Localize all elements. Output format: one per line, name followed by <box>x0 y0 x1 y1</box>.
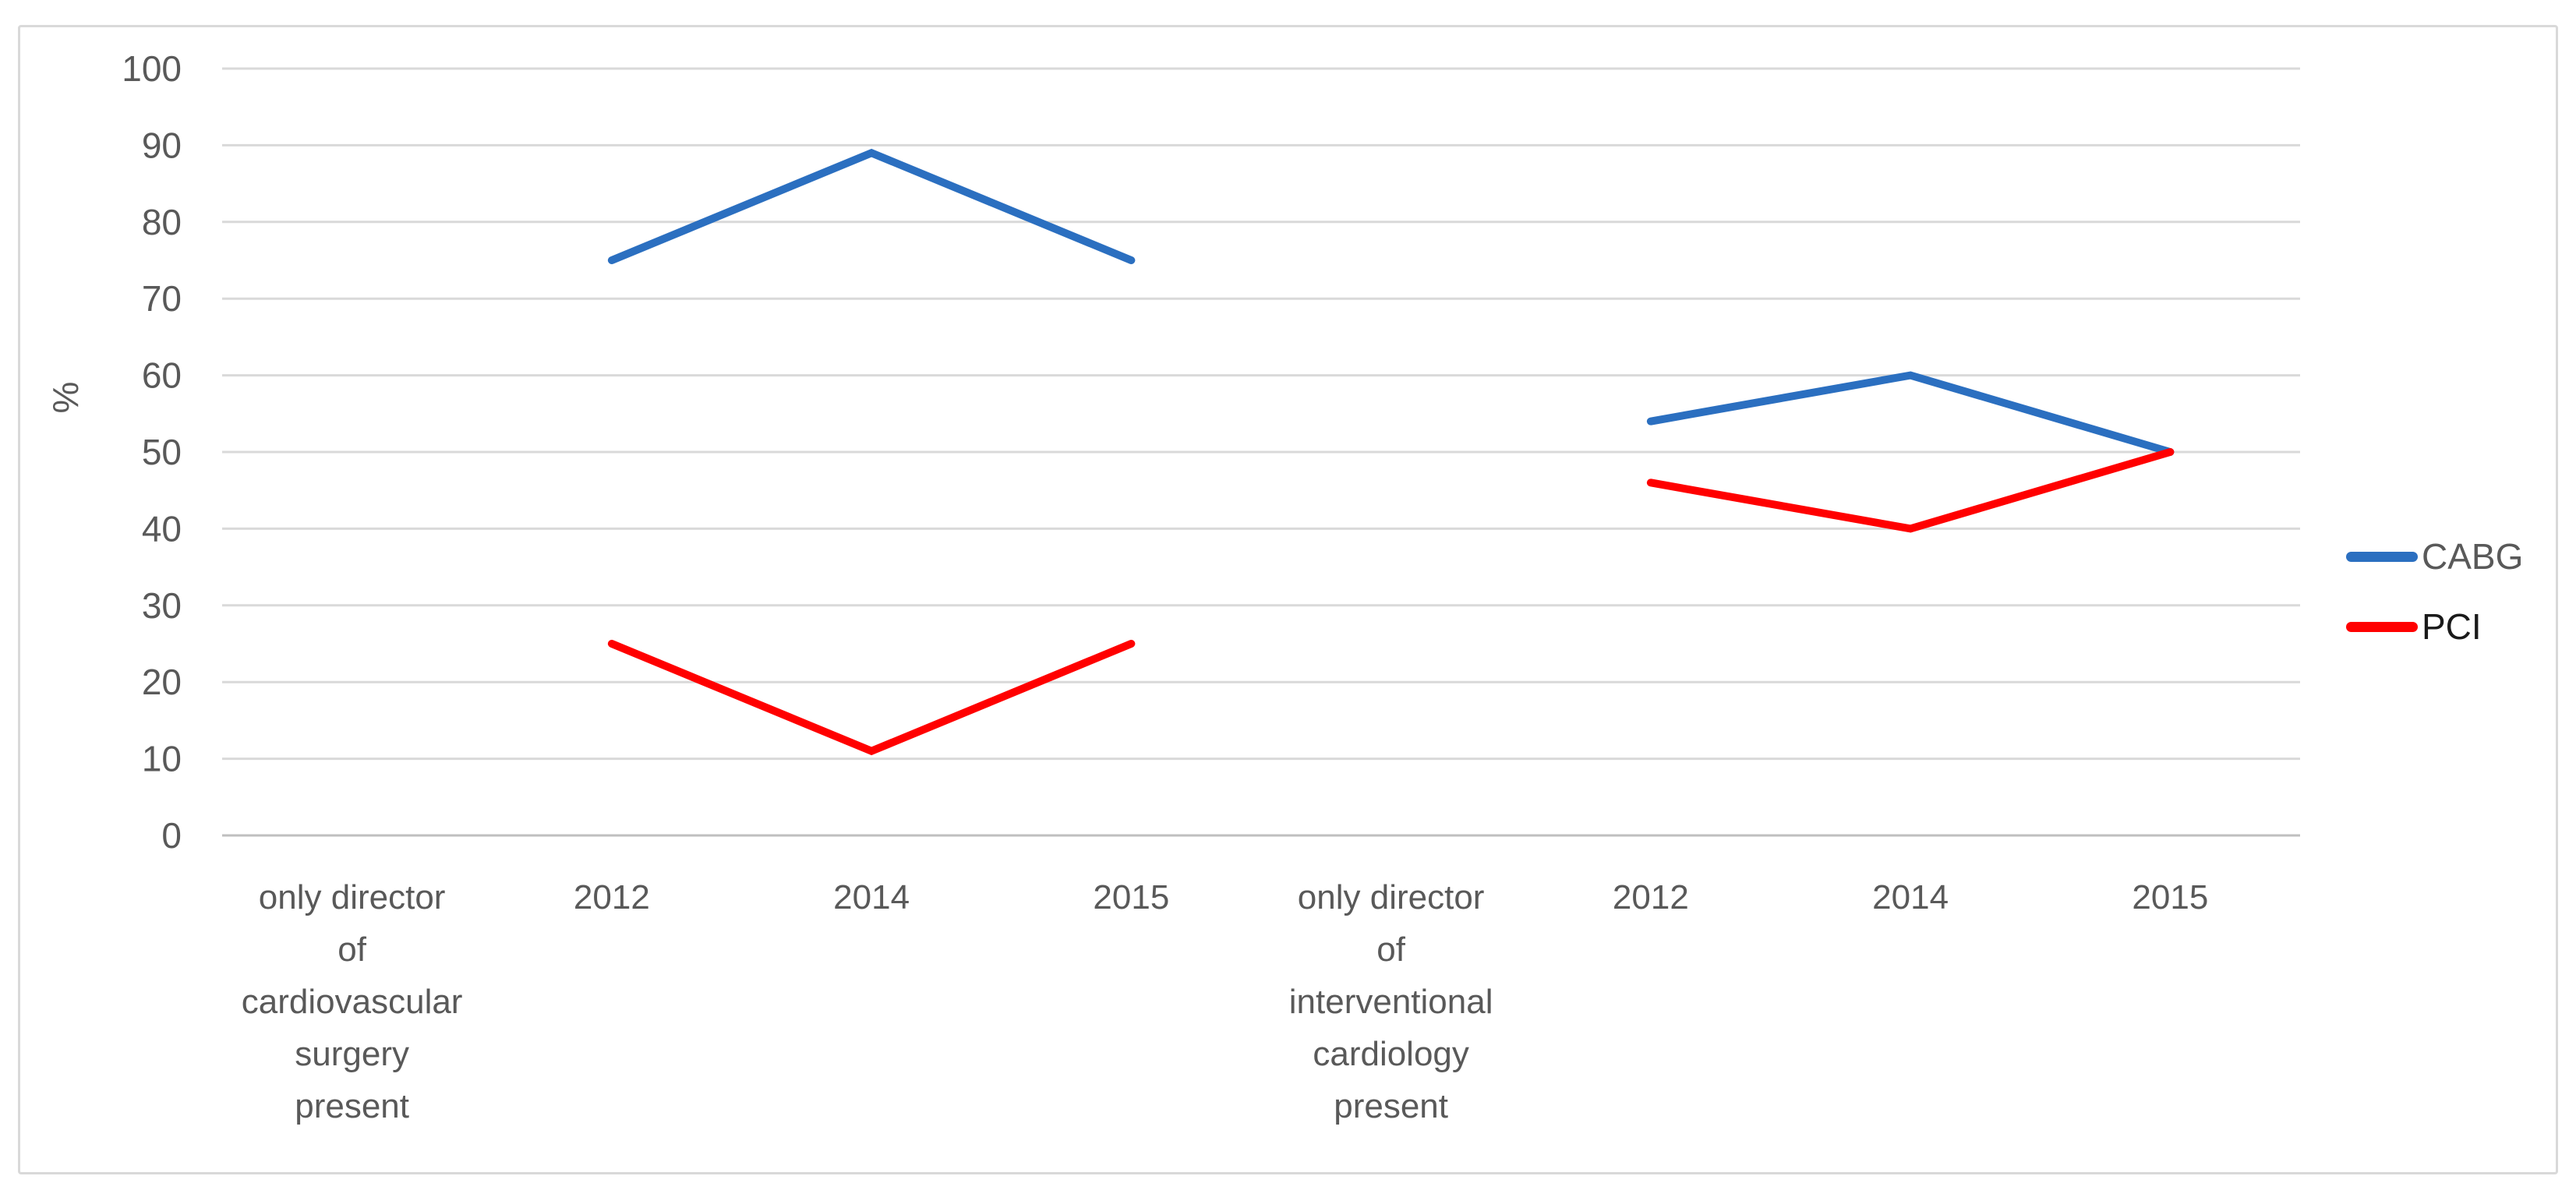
series-line-pci <box>1646 448 2175 533</box>
x-category-label: 2012 <box>1613 878 1689 916</box>
y-tick-label: 0 <box>161 815 182 856</box>
series-line-pci <box>607 640 1136 756</box>
y-tick-label: 60 <box>142 355 182 396</box>
y-tick-label: 90 <box>142 125 182 165</box>
x-category-label: only director of cardiovascular surgery pres… <box>242 878 463 1125</box>
cabg-legend-label: CABG <box>2422 536 2524 577</box>
x-category-label: 2015 <box>2132 878 2208 916</box>
y-tick-label: 20 <box>142 662 182 702</box>
legend-item-pci: PCI <box>2346 606 2482 647</box>
y-tick-label: 40 <box>142 508 182 549</box>
y-axis-title: % <box>45 382 86 414</box>
y-tick-label: 80 <box>142 202 182 242</box>
x-category-label: 2014 <box>1872 878 1949 916</box>
y-tick-label: 50 <box>142 432 182 472</box>
y-tick-label: 100 <box>122 48 182 89</box>
x-category-label: 2015 <box>1093 878 1169 916</box>
y-tick-label: 10 <box>142 739 182 779</box>
pci-legend-swatch <box>2346 621 2418 632</box>
x-category-label: only director of interventional cardiology p… <box>1289 878 1493 1125</box>
y-tick-label: 70 <box>142 278 182 319</box>
cabg-legend-swatch <box>2346 551 2418 562</box>
chart-border <box>18 25 2558 1174</box>
series-line-cabg <box>1646 371 2175 456</box>
x-category-label: 2014 <box>833 878 910 916</box>
legend-item-cabg: CABG <box>2346 536 2523 577</box>
x-category-label: 2012 <box>574 878 650 916</box>
series-line-cabg <box>607 148 1136 264</box>
pci-legend-label: PCI <box>2422 606 2482 647</box>
y-tick-label: 30 <box>142 585 182 626</box>
